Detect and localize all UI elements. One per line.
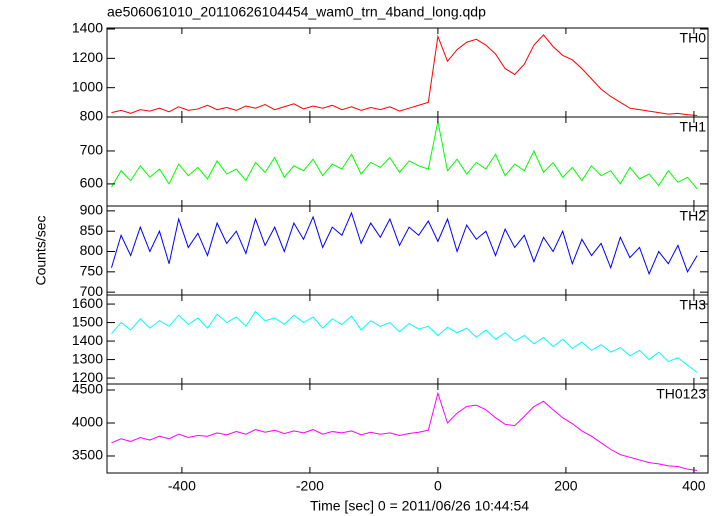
panel-label: TH1 [680,119,707,135]
panel-label: TH0123 [656,386,706,402]
y-axis-label: Counts/sec [33,215,49,285]
panel-frame [106,27,709,118]
panel-frame [106,383,709,474]
panel-frame [106,116,709,207]
data-line [111,34,698,117]
data-line [111,211,698,276]
panel-frame [106,294,709,385]
y-tick-label: 600 [80,175,104,191]
y-tick-label: 1600 [72,295,103,311]
x-tick-label: -200 [296,478,324,494]
y-tick-label: 1200 [72,369,103,385]
y-tick-label: 800 [80,108,104,124]
y-tick-label: 900 [80,202,104,218]
y-tick-label: 750 [80,263,104,279]
y-tick-label: 800 [80,242,104,258]
panel-label: TH0 [680,30,707,46]
data-line [111,391,698,471]
y-tick-label: 1000 [72,78,103,94]
x-tick-label: 200 [554,478,578,494]
y-tick-label: 1300 [72,350,103,366]
x-tick-label: 400 [682,478,706,494]
y-tick-label: 1500 [72,313,103,329]
y-tick-label: 4000 [72,414,103,430]
y-tick-label: 3500 [72,447,103,463]
y-tick-label: 700 [80,142,104,158]
x-axis-label: Time [sec] 0 = 2011/06/26 10:44:54 [310,498,529,514]
chart-title: ae506061010_20110626104454_wam0_trn_4ban… [107,4,486,20]
panel-label: TH2 [680,208,707,224]
y-tick-label: 1400 [72,332,103,348]
x-tick-label: -400 [168,478,196,494]
panel-label: TH3 [680,297,707,313]
y-tick-label: 850 [80,222,104,238]
panel-frame [106,205,709,296]
y-tick-label: 4500 [72,381,103,397]
y-tick-label: 1400 [72,20,103,36]
data-line [111,121,698,190]
y-tick-label: 1200 [72,49,103,65]
y-tick-label: 700 [80,283,104,299]
data-line [111,310,698,373]
x-tick-label: 0 [434,478,442,494]
